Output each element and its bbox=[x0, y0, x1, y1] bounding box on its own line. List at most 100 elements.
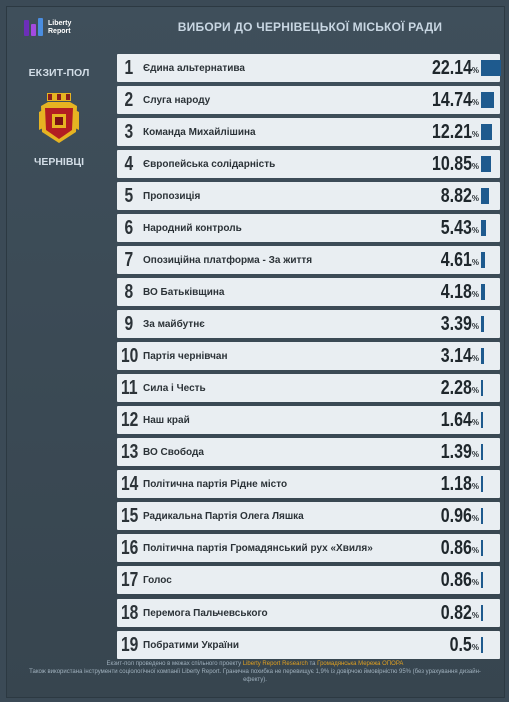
logo-text: Liberty Report bbox=[48, 20, 71, 36]
footnote-text-a: Екзит-пол проведено в межах спільного пр… bbox=[106, 661, 242, 667]
result-row: 15 Радикальна Партія Олега Ляшка 0.96% bbox=[117, 502, 500, 531]
percent-sign: % bbox=[471, 130, 479, 140]
rank-number: 2 bbox=[124, 89, 134, 112]
rank-number: 8 bbox=[124, 281, 134, 304]
footnote-line-1: Екзит-пол проведено в межах спільного пр… bbox=[20, 660, 490, 668]
party-name: Команда Михайлішина bbox=[143, 127, 256, 139]
result-row: 10 Партія чернівчан 3.14% bbox=[117, 342, 500, 371]
vote-value: 8.82 bbox=[440, 185, 472, 208]
result-row: 1 Єдина альтернатива 22.14% bbox=[117, 54, 501, 82]
vote-bar bbox=[481, 60, 501, 76]
footnote-highlight-2: Громадянська Мережа ОПОРА bbox=[317, 661, 404, 667]
vote-value: 1.18 bbox=[440, 473, 472, 496]
rank-number: 19 bbox=[121, 633, 139, 656]
vote-value: 10.85 bbox=[431, 153, 472, 176]
result-row: 16 Політична партія Громадянський рух «Хв… bbox=[117, 534, 500, 563]
party-name: Наш край bbox=[143, 415, 190, 427]
percent-sign: % bbox=[471, 482, 479, 492]
vote-value: 4.61 bbox=[440, 249, 472, 272]
liberty-report-logo-icon bbox=[24, 18, 44, 38]
result-row: 6 Народний контроль 5.43% bbox=[117, 214, 500, 243]
percent-sign: % bbox=[471, 322, 479, 332]
city-label: ЧЕРНІВЦІ bbox=[33, 156, 85, 168]
vote-bar bbox=[481, 476, 483, 493]
percent-sign: % bbox=[471, 450, 479, 460]
result-row: 8 ВО Батьківщина 4.18% bbox=[117, 278, 500, 307]
rank-number: 14 bbox=[121, 473, 139, 496]
vote-bar bbox=[481, 124, 493, 141]
vote-value: 4.18 bbox=[440, 281, 472, 304]
vote-value: 3.14 bbox=[440, 345, 472, 368]
vote-value: 0.96 bbox=[440, 505, 472, 528]
result-row: 2 Слуга народу 14.74% bbox=[117, 86, 500, 115]
percent-sign: % bbox=[471, 162, 479, 172]
vote-value: 1.39 bbox=[440, 441, 472, 464]
vote-value: 0.86 bbox=[440, 537, 472, 560]
vote-value: 1.64 bbox=[440, 409, 472, 432]
percent-sign: % bbox=[471, 290, 479, 300]
party-name: Голос bbox=[143, 575, 172, 587]
party-name: Політична партія Рідне місто bbox=[143, 479, 288, 491]
percent-sign: % bbox=[471, 66, 479, 75]
party-name: Радикальна Партія Олега Ляшка bbox=[143, 511, 304, 523]
percent-sign: % bbox=[471, 226, 479, 236]
result-row: 12 Наш край 1.64% bbox=[117, 406, 500, 435]
vote-bar bbox=[481, 220, 486, 237]
result-row: 7 Опозиційна платформа - За життя 4.61% bbox=[117, 246, 500, 275]
percent-sign: % bbox=[471, 546, 479, 556]
party-name: Побратими України bbox=[143, 639, 240, 651]
logo-line-1: Liberty bbox=[48, 20, 72, 27]
result-row: 3 Команда Михайлішина 12.21% bbox=[117, 118, 500, 147]
rank-number: 10 bbox=[121, 345, 139, 368]
vote-value: 0.5 bbox=[449, 633, 472, 656]
rank-number: 4 bbox=[124, 153, 134, 176]
vote-value: 5.43 bbox=[440, 217, 472, 240]
party-name: Сила і Честь bbox=[143, 383, 206, 395]
rank-number: 15 bbox=[121, 505, 139, 528]
footnote: Екзит-пол проведено в межах спільного пр… bbox=[20, 660, 490, 684]
party-name: Партія чернівчан bbox=[143, 351, 228, 363]
result-row: 17 Голос 0.86% bbox=[117, 566, 500, 595]
vote-value: 0.86 bbox=[440, 569, 472, 592]
rank-number: 18 bbox=[121, 601, 139, 624]
vote-bar bbox=[481, 284, 485, 301]
vote-value: 3.39 bbox=[440, 313, 472, 336]
rank-number: 6 bbox=[124, 217, 134, 240]
vote-bar bbox=[481, 380, 484, 397]
vote-value: 12.21 bbox=[431, 121, 472, 144]
vote-bar bbox=[481, 188, 489, 205]
rank-number: 16 bbox=[121, 537, 139, 560]
result-row: 9 За майбутнє 3.39% bbox=[117, 310, 500, 339]
percent-sign: % bbox=[471, 194, 479, 204]
party-name: Перемога Пальчевського bbox=[143, 607, 268, 619]
vote-bar bbox=[481, 508, 483, 525]
party-name: Пропозиція bbox=[143, 191, 201, 203]
percent-sign: % bbox=[471, 354, 479, 364]
vote-bar bbox=[481, 412, 483, 429]
rank-number: 17 bbox=[121, 569, 139, 592]
rank-number: 13 bbox=[121, 441, 139, 464]
city-coat-of-arms-icon bbox=[39, 93, 79, 143]
percent-sign: % bbox=[471, 514, 479, 524]
vote-bar bbox=[481, 156, 491, 173]
percent-sign: % bbox=[471, 386, 479, 396]
party-name: Опозиційна платформа - За життя bbox=[143, 255, 313, 267]
vote-bar bbox=[481, 252, 486, 269]
party-name: Єдина альтернатива bbox=[143, 63, 245, 74]
vote-bar bbox=[481, 604, 483, 621]
liberty-report-logo: Liberty Report bbox=[24, 18, 71, 38]
exit-poll-label: ЕКЗИТ-ПОЛ bbox=[28, 67, 90, 79]
vote-bar bbox=[481, 316, 485, 333]
result-row: 13 ВО Свобода 1.39% bbox=[117, 438, 500, 467]
rank-number: 3 bbox=[124, 121, 134, 144]
percent-sign: % bbox=[471, 610, 479, 620]
result-row: 4 Європейська солідарність 10.85% bbox=[117, 150, 500, 179]
party-name: ВО Свобода bbox=[143, 447, 204, 459]
rank-number: 11 bbox=[121, 377, 138, 400]
percent-sign: % bbox=[471, 98, 479, 108]
vote-bar bbox=[481, 572, 483, 589]
vote-bar bbox=[481, 540, 483, 557]
party-name: ВО Батьківщина bbox=[143, 287, 225, 299]
percent-sign: % bbox=[471, 642, 479, 652]
vote-value: 0.82 bbox=[440, 601, 472, 624]
